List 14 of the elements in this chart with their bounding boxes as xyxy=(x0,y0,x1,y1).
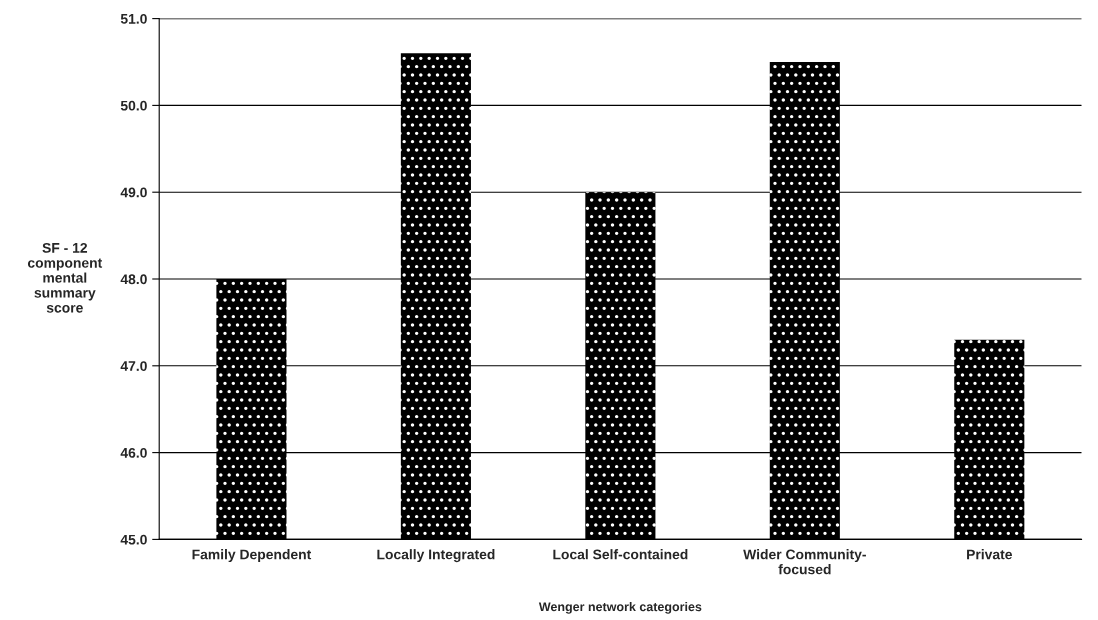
y-tick-label: 46.0 xyxy=(120,447,147,458)
y-tick-label: 48.0 xyxy=(120,274,147,285)
y-tick-label: 51.0 xyxy=(120,13,147,24)
x-tick-label: Private xyxy=(967,549,1012,560)
x-tick-label: Wider Community- focused xyxy=(743,549,866,575)
y-tick-label: 45.0 xyxy=(120,534,147,545)
y-axis-title: SF - 12 component mental summary score xyxy=(27,242,103,313)
y-tick-label: 49.0 xyxy=(120,187,147,198)
x-axis-title: Wenger network categories xyxy=(538,602,702,614)
y-tick-label: 47.0 xyxy=(120,361,147,371)
x-tick-label: Family Dependent xyxy=(192,549,312,563)
y-tick-label: 50.0 xyxy=(120,100,147,111)
x-tick-label: Locally Integrated xyxy=(377,549,495,563)
x-tick-label: Local Self-contained xyxy=(553,549,688,560)
